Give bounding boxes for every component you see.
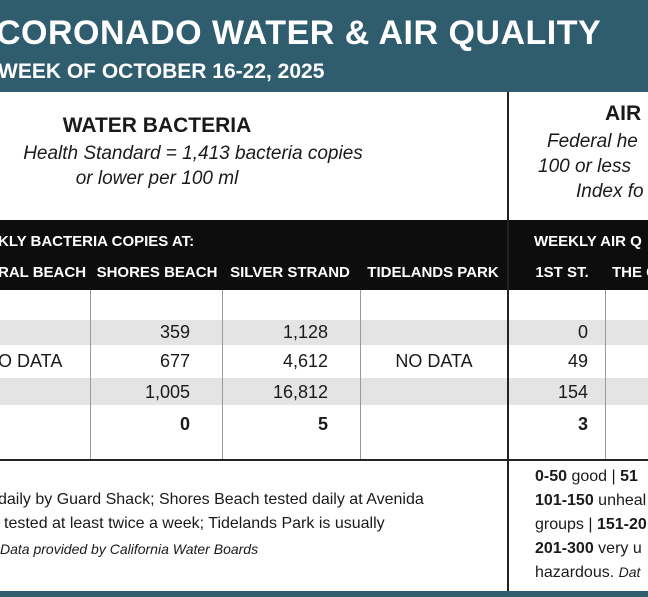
column-rule [360,290,361,460]
air-scale-line: 0-50 good | 51 [535,468,638,486]
column-header: SILVER STRAND [230,264,350,281]
section-heading: AIR [605,102,642,125]
row-shade [0,378,648,405]
footnote: tested at least twice a week; Tidelands … [4,515,385,532]
column-header: TIDELANDS PARK [367,264,499,281]
air-scale-line: 101-150 unheal [535,492,646,510]
table-cell: 0 [577,322,588,342]
table-cell: 4,612 [282,351,328,371]
table-header-band [0,220,648,290]
table-cell: 154 [557,382,588,402]
column-rule [222,290,223,460]
header-band [0,0,648,92]
air-scale-text: very u [593,540,642,557]
table-cell: 16,812 [272,382,328,402]
table-cell: O DATA [0,351,63,371]
table-cell: 3 [577,414,588,434]
air-scale-text: 101-150 [535,492,594,509]
air-scale-text: 51 [620,468,638,485]
footer-band [0,591,648,597]
air-scale-text: 201-300 [535,540,594,557]
air-scale-text: hazardous. [535,564,619,581]
column-header: 1ST ST. [535,264,589,281]
standard-text: Health Standard = 1,413 bacteria copies [23,143,363,164]
air-scale-text: 151-20 [596,516,647,533]
table-cell: 359 [159,322,190,342]
table-cell: 5 [317,414,328,434]
group-header: KLY BACTERIA COPIES AT: [0,233,195,250]
air-scale-text: Dat [618,564,641,580]
column-rule [605,290,606,460]
table-cell: 677 [159,351,190,371]
table-bottom-rule [0,459,648,461]
air-scale-text: good | [567,468,621,485]
column-header: SHORES BEACH [96,264,218,281]
standard-text: or lower per 100 ml [75,168,239,189]
table-cell: 49 [567,351,588,371]
column-header: RAL BEACH [0,264,87,281]
group-header: WEEKLY AIR Q [534,233,642,250]
table-cell: 1,005 [144,382,190,402]
air-scale-text: groups | [535,516,597,533]
column-rule [90,290,91,460]
standard-text: Index fo [576,181,644,202]
title: CORONADO WATER & AIR QUALITY [0,14,602,52]
air-scale-text: 0-50 [535,468,568,485]
standard-text: 100 or less [538,156,631,177]
section-divider [507,92,509,592]
table-cell: NO DATA [395,351,473,371]
footnote: Data provided by California Water Boards [0,541,259,557]
column-header: THE C [612,264,648,281]
air-scale-line: 201-300 very u [535,540,642,558]
row-shade [0,320,648,345]
table-cell: 0 [179,414,190,434]
subtitle: WEEK OF OCTOBER 16-22, 2025 [0,60,325,83]
air-scale-text: unheal [593,492,647,509]
footnote: daily by Guard Shack; Shores Beach teste… [0,491,424,508]
air-scale-line: groups | 151-20 [535,516,647,534]
standard-text: Federal he [547,131,638,152]
section-heading: WATER BACTERIA [62,114,252,137]
air-scale-line: hazardous. Dat [535,564,640,582]
table-cell: 1,128 [282,322,328,342]
